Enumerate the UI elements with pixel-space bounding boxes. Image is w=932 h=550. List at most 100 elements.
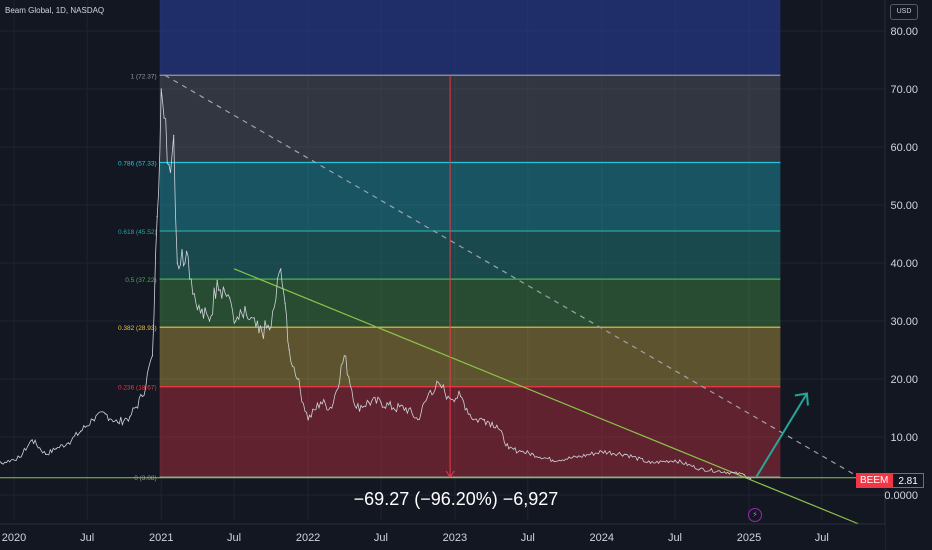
price-point [168,163,170,165]
price-point [156,216,158,218]
x-tick-label: 2024 [590,532,614,544]
price-point [649,462,652,464]
price-point [163,117,165,119]
price-point [392,407,394,409]
x-tick-label: Jul [521,532,535,544]
y-tick-label: 40.00 [890,258,918,270]
price-point [743,474,745,476]
price-point [625,453,627,455]
price-point [280,268,282,270]
price-point [429,390,431,392]
price-point [674,459,676,461]
price-point [67,442,69,444]
fib-band-top [159,0,781,76]
price-point [331,407,333,409]
price-point [307,419,309,421]
price-point [270,326,272,328]
price-point [235,320,237,322]
y-axis-panel [885,0,932,550]
x-axis-panel [0,524,885,550]
grid [0,0,885,520]
x-tick-label: 2021 [149,532,173,544]
price-point [258,332,260,334]
price-point [19,456,21,458]
price-point [296,378,298,380]
x-tick-label: Jul [815,532,829,544]
measure-arrowhead [445,470,455,478]
price-point [368,401,370,403]
price-point [185,250,188,252]
price-point [380,401,382,403]
x-tick-label: Jul [80,532,94,544]
price-series-points [0,88,752,480]
symbol-title: Beam Global, 1D, NASDAQ [5,6,105,15]
price-point [117,421,119,424]
price-point [532,453,534,455]
price-point [208,320,211,322]
fib-level-label: 0.786 (57.33) [118,160,157,167]
currency-button[interactable]: USD [890,4,918,20]
price-point [45,453,47,455]
price-point [31,439,33,441]
price-point [472,419,474,421]
measure-text: −69.27 (−96.20%) −6,927 [353,489,559,509]
fib-level-label: 0.382 (28.93) [118,325,157,332]
y-tick-label: 0.0000 [884,490,918,502]
price-point [80,430,82,432]
price-point [750,478,752,480]
x-tick-label: Jul [668,532,682,544]
price-badge-value: 2.81 [892,473,924,488]
price-point [343,355,345,357]
fib-band [159,75,781,163]
price-point [319,401,322,403]
y-tick-label: 10.00 [890,432,918,444]
x-tick-label: Jul [374,532,388,544]
price-point [151,355,153,357]
price-point [55,448,57,450]
price-point [141,395,143,397]
price-point [496,424,498,426]
y-tick-label: 70.00 [890,84,918,96]
price-point [0,462,3,464]
dashed-trendline [164,74,860,478]
price-point [405,407,407,409]
fib-level-label: 0.618 (45.52) [118,229,157,236]
lightning-icon[interactable]: ⚡ [748,508,762,522]
price-point [173,134,175,136]
fib-level-label: 1 (72.37) [131,73,157,80]
price-point [160,88,162,90]
y-tick-label: 50.00 [890,200,918,212]
price-point [520,450,522,453]
price-point [723,471,726,473]
y-tick-label: 30.00 [890,316,918,328]
y-tick-label: 20.00 [890,374,918,386]
price-badge-ticker: BEEM [856,473,893,488]
price-point [355,407,357,409]
fib-level-label: 0 (3.08) [134,475,156,482]
fib-level-label: 0.5 (37.22) [125,277,156,284]
price-point [229,297,231,299]
x-tick-label: 2025 [737,532,761,544]
x-tick-label: 2022 [296,532,320,544]
price-point [176,262,178,264]
trendline [233,268,860,525]
price-point [459,395,462,397]
fib-band [159,162,781,231]
price-point [288,349,290,351]
price-point [417,419,419,421]
price-point [439,384,441,386]
price-point [552,459,554,461]
measure-readout: −69.27 (−96.20%) −6,927 [0,489,932,510]
price-point [699,468,701,470]
price-point [483,419,485,421]
price-point [508,448,510,450]
fib-band [159,279,781,328]
price-point [129,416,131,418]
fib-band [159,386,781,478]
fib-level-label: 0.236 (18.67) [118,385,157,392]
projection-arrow [755,392,808,477]
y-tick-label: 80.00 [890,26,918,38]
price-point [104,413,106,415]
price-badge: BEEM 2.81 [856,473,924,488]
